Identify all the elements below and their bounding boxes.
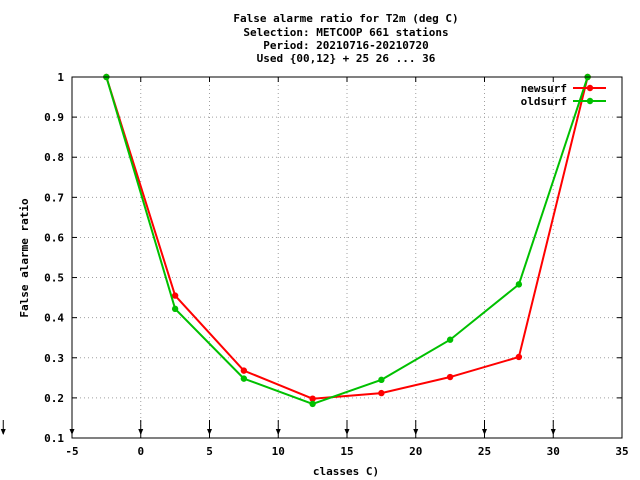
y-tick-label: 0.3: [44, 352, 64, 365]
legend-label-oldsurf: oldsurf: [521, 95, 567, 108]
class-arrow-head: [482, 429, 487, 435]
y-tick-label: 0.8: [44, 151, 64, 164]
y-tick-labels: 0.1 0.2 0.3 0.4 0.5 0.6 0.7 0.8 0.9 1: [44, 71, 64, 445]
y-tick-label: 0.1: [44, 432, 64, 445]
x-tick-label: 20: [409, 445, 422, 458]
y-tick-label: 0.4: [44, 312, 64, 325]
x-tick-label: 0: [137, 445, 144, 458]
series-point-newsurf: [515, 353, 523, 361]
series-line-newsurf: [105, 76, 589, 400]
y-axis-label: False alarme ratio: [18, 198, 31, 318]
y-tick-label: 0.2: [44, 392, 64, 405]
y-tick-label: 0.9: [44, 111, 64, 124]
y-tick-label: 0.6: [44, 231, 64, 244]
legend-label-newsurf: newsurf: [521, 82, 567, 95]
axes: [71, 76, 623, 439]
y-tick-label: 0.7: [44, 191, 64, 204]
y-tick-label: 1: [57, 71, 64, 84]
class-arrow-head: [344, 429, 350, 435]
legend-marker-newsurf: [586, 84, 594, 92]
chart-title: False alarme ratio for T2m (deg C) Selec…: [233, 12, 458, 65]
class-arrows: [0, 420, 556, 435]
class-arrow-head: [413, 429, 419, 435]
x-tick-label: 10: [272, 445, 285, 458]
x-tick-label: 15: [340, 445, 353, 458]
title-line-1: False alarme ratio for T2m (deg C): [233, 12, 458, 25]
class-arrow-head: [550, 429, 556, 435]
title-line-3: Period: 20210716-20210720: [263, 39, 429, 52]
class-arrow-head: [275, 429, 281, 435]
class-arrow-head: [0, 429, 6, 435]
x-tick-label: 5: [206, 445, 213, 458]
series-point-oldsurf: [515, 281, 523, 288]
series-point-oldsurf: [378, 376, 385, 384]
title-line-2: Selection: METCOOP 661 stations: [243, 26, 448, 39]
series-point-newsurf: [171, 292, 179, 299]
series-lines: [103, 73, 591, 408]
class-arrow-head: [207, 429, 212, 435]
series-point-newsurf: [309, 395, 316, 402]
grid-lines: [72, 77, 622, 438]
series-point-newsurf: [446, 373, 454, 381]
x-tick-label: 35: [615, 445, 628, 458]
series-point-oldsurf: [446, 336, 454, 343]
x-axis-label: classes C): [313, 465, 379, 478]
x-tick-label: 30: [547, 445, 560, 458]
series-line-oldsurf: [105, 76, 589, 405]
y-tick-label: 0.5: [44, 272, 64, 285]
series-point-newsurf: [240, 367, 248, 374]
x-tick-label: 25: [478, 445, 491, 458]
class-arrow-head: [138, 429, 144, 435]
legend-marker-oldsurf: [586, 97, 594, 105]
series-point-oldsurf: [309, 400, 316, 408]
series-point-oldsurf: [171, 305, 179, 313]
title-line-4: Used {00,12} + 25 26 ... 36: [257, 52, 436, 65]
x-tick-label: -5: [65, 445, 78, 458]
x-tick-labels: -5 0 5 10 15 20 25 30 35: [65, 445, 628, 458]
series-point-oldsurf: [240, 375, 248, 382]
series-point-newsurf: [378, 389, 385, 397]
